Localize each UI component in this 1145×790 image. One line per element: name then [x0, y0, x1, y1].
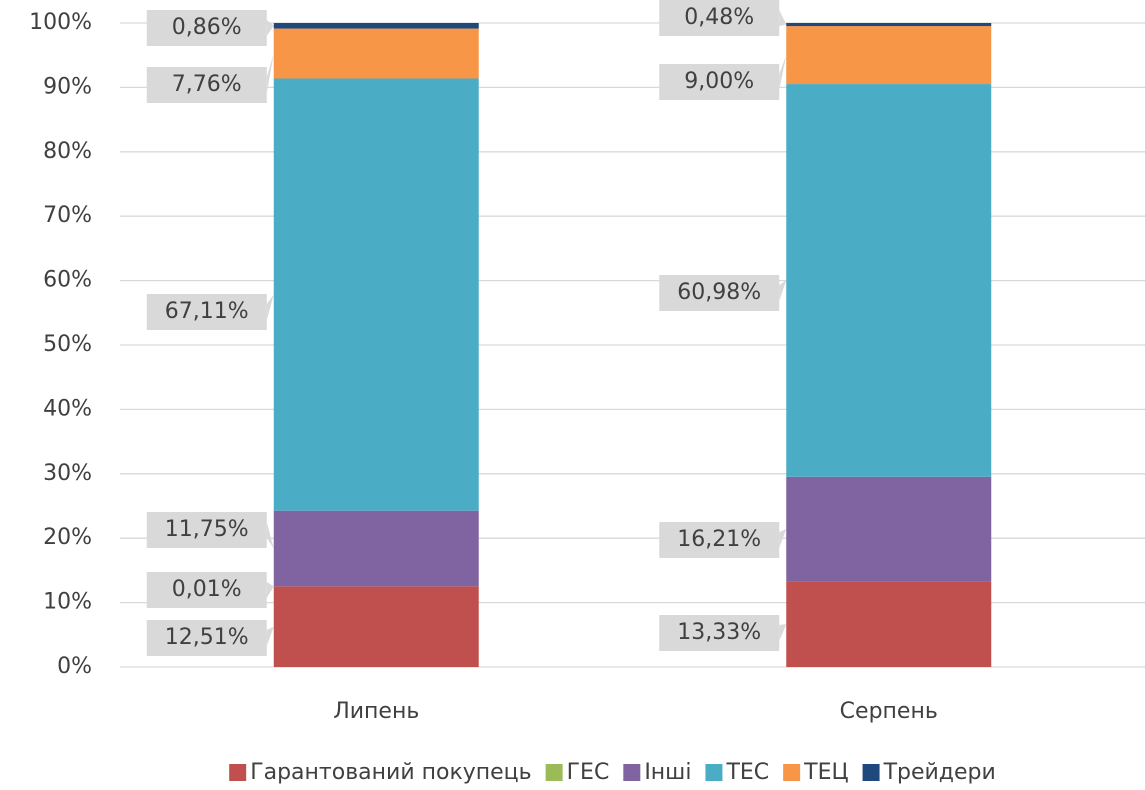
label-pointer — [266, 522, 274, 549]
label-pointer — [779, 280, 787, 301]
label-box — [146, 512, 267, 548]
legend-swatch — [862, 764, 880, 781]
bar-segment — [786, 23, 992, 27]
label-pointer — [779, 528, 787, 548]
bar-segment — [786, 476, 992, 582]
legend-swatch — [229, 764, 247, 781]
label-pointer — [266, 53, 274, 93]
data-label: 67,11% — [165, 299, 249, 324]
label-box — [146, 10, 267, 46]
y-tick-label: 50% — [43, 332, 92, 357]
legend-swatch — [623, 764, 641, 781]
y-tick-label: 10% — [43, 590, 92, 615]
legend-label: ГЕС — [567, 760, 610, 785]
label-pointer — [266, 582, 274, 598]
label-pointer — [779, 10, 787, 26]
label-box — [659, 64, 780, 100]
legend-label: Гарантований покупець — [250, 760, 531, 785]
legend-swatch — [705, 764, 723, 781]
label-box — [146, 572, 267, 608]
data-label: 12,51% — [165, 625, 249, 650]
label-box — [146, 294, 267, 330]
label-pointer — [266, 20, 274, 36]
label-box — [146, 620, 267, 656]
label-pointer — [266, 626, 274, 646]
bar-segment — [786, 581, 992, 667]
label-box — [146, 67, 267, 103]
bar-segment — [273, 23, 479, 29]
x-tick-label: Липень — [333, 699, 419, 724]
data-label: 9,00% — [684, 69, 754, 94]
legend-label: Трейдери — [883, 760, 996, 785]
label-box — [659, 0, 780, 36]
y-tick-label: 100% — [29, 10, 92, 35]
legend-swatch — [783, 764, 801, 781]
y-tick-label: 40% — [43, 396, 92, 421]
data-label: 11,75% — [165, 517, 249, 542]
y-tick-label: 90% — [43, 74, 92, 99]
label-box — [659, 275, 780, 311]
data-label: 0,01% — [172, 577, 242, 602]
label-pointer — [266, 294, 274, 320]
bar-segment — [273, 28, 479, 79]
data-label: 7,76% — [172, 72, 242, 97]
data-label: 16,21% — [677, 527, 761, 552]
legend-label: ТЕС — [725, 760, 769, 785]
x-tick-label: Серпень — [840, 699, 938, 724]
y-tick-label: 60% — [43, 268, 92, 293]
legend-label: Інші — [644, 760, 691, 785]
y-tick-label: 0% — [57, 654, 92, 679]
y-tick-label: 20% — [43, 525, 92, 550]
legend: Гарантований покупець ГЕС Інші ТЕС ТЕЦ Трейде… — [229, 760, 996, 785]
y-tick-label: 70% — [43, 203, 92, 228]
data-label: 13,33% — [677, 620, 761, 645]
bar-segment — [273, 510, 479, 587]
data-label: 60,98% — [677, 280, 761, 305]
y-tick-label: 30% — [43, 461, 92, 486]
y-tick-label: 80% — [43, 139, 92, 164]
data-label: 0,48% — [684, 5, 754, 30]
label-box — [659, 522, 780, 558]
bar-segment — [786, 84, 992, 477]
label-pointer — [779, 55, 787, 90]
label-box — [659, 615, 780, 651]
legend-swatch — [545, 764, 563, 781]
label-pointer — [779, 624, 787, 641]
bar-segment — [786, 26, 992, 85]
legend-label: ТЕЦ — [803, 760, 848, 785]
data-label: 0,86% — [172, 15, 242, 40]
bar-segment — [273, 586, 479, 667]
bar-segment — [273, 78, 479, 511]
